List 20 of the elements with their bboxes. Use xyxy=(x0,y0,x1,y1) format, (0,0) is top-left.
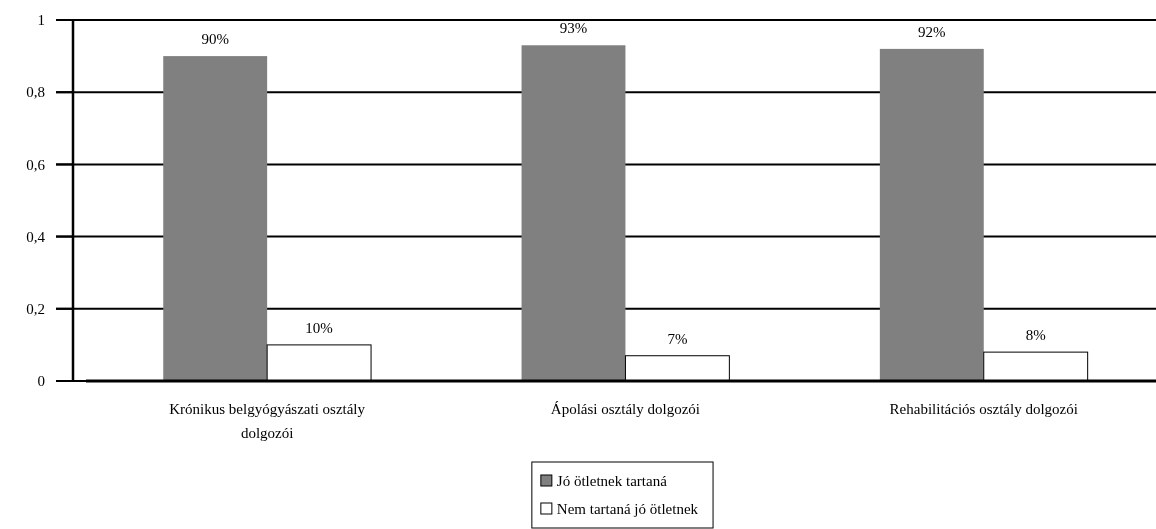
y-tick-label: 1 xyxy=(37,12,45,29)
y-tick-label: 0 xyxy=(37,373,45,390)
legend-label: Nem tartaná jó ötletnek xyxy=(556,501,699,518)
data-label: 93% xyxy=(559,20,588,37)
data-label: 92% xyxy=(918,23,946,40)
bar xyxy=(163,56,268,381)
bar xyxy=(521,45,626,381)
y-tick-label: 0,8 xyxy=(26,84,45,101)
y-tick-label: 0,4 xyxy=(26,228,46,245)
data-label: 10% xyxy=(305,319,333,336)
y-tick-label: 0,6 xyxy=(26,156,46,173)
bar xyxy=(879,48,984,381)
data-label: 90% xyxy=(201,31,229,48)
legend-label: Jó ötletnek tartaná xyxy=(556,473,668,490)
x-tick-label: Rehabilitációs osztály dolgozói xyxy=(889,401,1078,417)
x-tick-label: Ápolási osztály dolgozói xyxy=(550,401,701,417)
x-tick-label: Krónikus belgyógyászati osztály dolgozói xyxy=(169,401,366,441)
data-label: 8% xyxy=(1025,327,1046,344)
y-tick-label: 0,2 xyxy=(26,301,45,318)
data-label: 7% xyxy=(667,330,688,347)
